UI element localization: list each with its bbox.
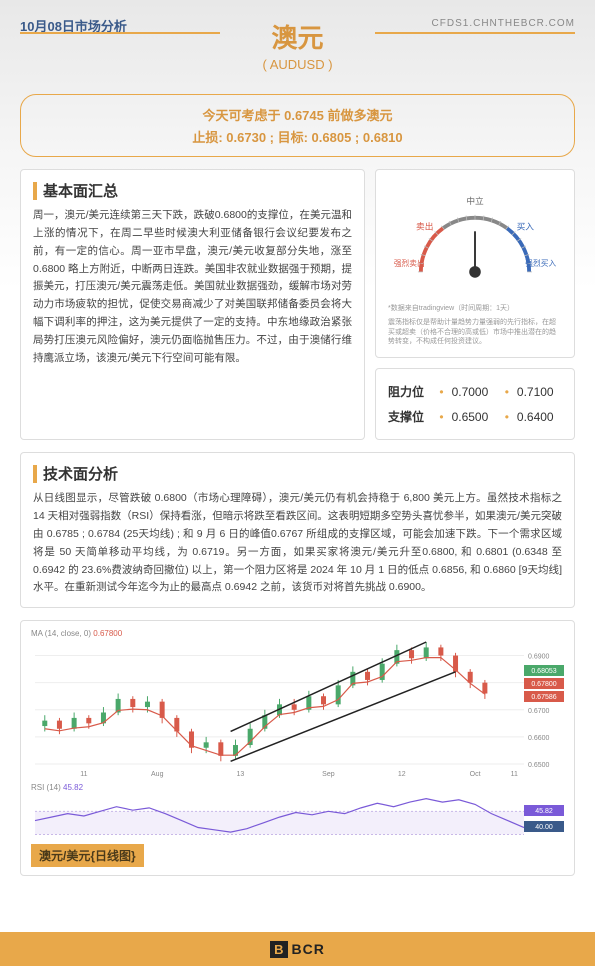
gauge-source: *数据来自tradingview（时间周期：1天） — [388, 304, 562, 314]
technical-body: 从日线图显示，尽管跌破 0.6800（市场心理障碍），澳元/美元仍有机会持稳于 … — [33, 490, 562, 597]
svg-text:强烈卖出: 强烈卖出 — [394, 258, 425, 268]
svg-text:0.6700: 0.6700 — [528, 708, 550, 715]
support-v2: 0.6400 — [517, 410, 562, 424]
page-subtitle: ( AUDUSD ) — [20, 57, 575, 72]
site-url: CFDS1.CHNTHEBCR.COM — [432, 18, 575, 29]
technical-card: 技术面分析 从日线图显示，尽管跌破 0.6800（市场心理障碍），澳元/美元仍有… — [20, 452, 575, 608]
recommendation-targets: 止损: 0.6730 ; 目标: 0.6805 ; 0.6810 — [31, 127, 564, 146]
resistance-label: 阻力位 — [388, 383, 431, 400]
svg-text:13: 13 — [236, 771, 244, 778]
svg-text:卖出: 卖出 — [416, 220, 433, 231]
svg-text:40.00: 40.00 — [535, 824, 553, 831]
brand-text: BCR — [292, 941, 325, 957]
resistance-v1: 0.7000 — [452, 385, 497, 399]
gauge-card: 中立卖出 买入强烈卖出 强烈买入 *数据来自tradingview（时间周期：1天）… — [375, 169, 575, 358]
svg-text:11: 11 — [80, 771, 87, 778]
svg-text:0.67586: 0.67586 — [531, 694, 556, 701]
svg-text:强烈买入: 强烈买入 — [525, 259, 556, 268]
gauge-note: 震荡指标仅是帮助计量趋势力量强弱的先行指标，在超买或超卖（价格不合理的高或低）市… — [388, 318, 562, 347]
resistance-row: 阻力位 •0.7000 •0.7100 — [388, 379, 562, 404]
resistance-v2: 0.7100 — [517, 385, 562, 399]
brand-icon: B — [270, 941, 287, 958]
svg-text:0.6900: 0.6900 — [528, 654, 550, 661]
rsi-label: RSI (14) 45.82 — [31, 783, 564, 792]
fundamental-heading: 基本面汇总 — [43, 180, 118, 201]
ma-label: MA (14, close, 0) 0.67800 — [31, 629, 564, 638]
chart-card: MA (14, close, 0) 0.67800 0.6500 0.6600 0.… — [20, 620, 575, 876]
svg-text:0.6500: 0.6500 — [528, 762, 550, 769]
technical-heading: 技术面分析 — [43, 463, 118, 484]
svg-text:Aug: Aug — [151, 771, 164, 778]
rsi-chart: 45.82 40.00 — [31, 792, 566, 848]
chart-caption: 澳元/美元{日线图} — [31, 844, 144, 867]
svg-text:中立: 中立 — [466, 195, 484, 206]
fundamental-body: 周一，澳元/美元连续第三天下跌，跌破0.6800的支撑位，在美元温和上涨的情况下… — [33, 207, 352, 368]
svg-text:买入: 买入 — [517, 221, 535, 231]
footer: B BCR — [0, 932, 595, 966]
divider — [20, 32, 220, 34]
svg-text:0.68053: 0.68053 — [531, 668, 556, 675]
levels-card: 阻力位 •0.7000 •0.7100 支撑位 •0.6500 •0.6400 — [375, 368, 575, 440]
svg-text:45.82: 45.82 — [535, 808, 553, 815]
svg-text:12: 12 — [398, 771, 406, 778]
svg-text:0.6600: 0.6600 — [528, 735, 550, 742]
svg-text:Oct: Oct — [470, 771, 481, 778]
recommendation-entry: 今天可考虑于 0.6745 前做多澳元 — [31, 105, 564, 124]
recommendation-box: 今天可考虑于 0.6745 前做多澳元 止损: 0.6730 ; 目标: 0.6… — [20, 94, 575, 157]
svg-text:Sep: Sep — [322, 771, 335, 778]
price-chart: 0.65000.66000.67000.68000.69000.680530.6… — [31, 638, 566, 778]
support-label: 支撑位 — [388, 408, 431, 425]
fundamental-card: 基本面汇总 周一，澳元/美元连续第三天下跌，跌破0.6800的支撑位，在美元温和… — [20, 169, 365, 440]
support-row: 支撑位 •0.6500 •0.6400 — [388, 404, 562, 429]
sentiment-gauge: 中立卖出 买入强烈卖出 强烈买入 — [388, 180, 562, 300]
support-v1: 0.6500 — [452, 410, 497, 424]
svg-text:11: 11 — [511, 771, 518, 778]
divider — [375, 32, 575, 34]
svg-text:0.67800: 0.67800 — [531, 681, 556, 688]
